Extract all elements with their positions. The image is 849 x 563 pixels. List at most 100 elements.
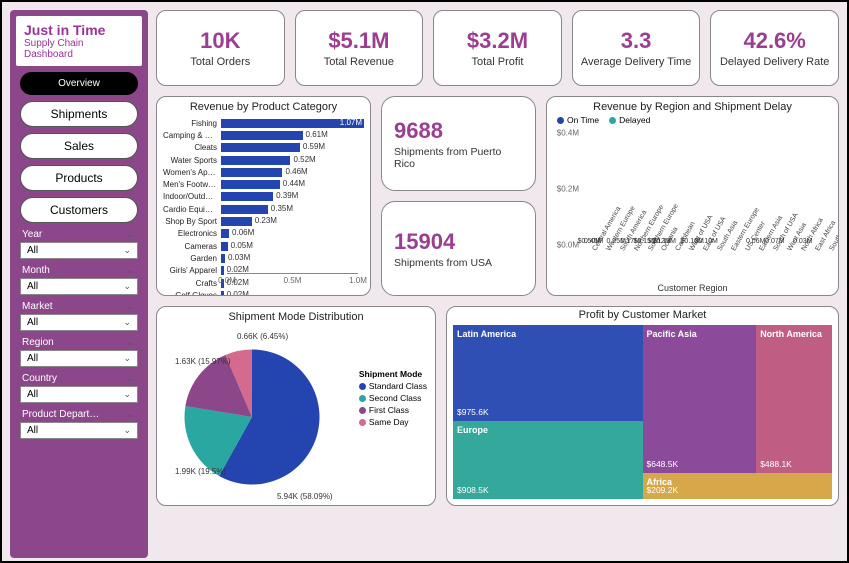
legend-swatch [359, 407, 366, 414]
bar-label: Shop By Sport [163, 217, 221, 226]
nav-overview[interactable]: Overview [20, 72, 138, 95]
bar-value-label: 0.35M [271, 204, 293, 213]
treemap-cell: Africa$209.2K [643, 473, 833, 499]
filter-month: Month⌄All⌄ [20, 265, 138, 295]
bar-value-label: 1.07M [340, 118, 362, 127]
kpi-value: $3.2M [467, 28, 528, 54]
kpi-card: 3.3Average Delivery Time [572, 10, 701, 86]
pie-slice-label: 5.94K (58.09%) [277, 492, 333, 501]
chevron-down-icon: ⌄ [126, 337, 134, 348]
bar-fill [221, 205, 268, 214]
shipment-mode-pie-card: Shipment Mode Distribution Shipment Mode… [156, 306, 436, 506]
chevron-down-icon: ⌄ [126, 373, 134, 384]
filter-label: Year⌄ [20, 229, 138, 242]
filter-dropdown[interactable]: All⌄ [20, 350, 138, 367]
pie-slice-label: 1.99K (19.5%) [175, 467, 226, 476]
kpi-label: Total Profit [472, 56, 524, 68]
bar-label: Indoor/Outdo… [163, 192, 221, 201]
filter-country: Country⌄All⌄ [20, 373, 138, 403]
treemap-value: $648.5K [647, 459, 679, 469]
legend-item: Second Class [359, 393, 427, 403]
x-axis: 0.0M0.5M1.0M [227, 273, 358, 289]
chevron-down-icon: ⌄ [126, 409, 134, 420]
treemap-value: $488.1K [760, 459, 792, 469]
revenue-by-region-card: Revenue by Region and Shipment Delay On … [546, 96, 839, 296]
bar-value-label: 0.23M [255, 216, 277, 225]
filter-dropdown[interactable]: All⌄ [20, 314, 138, 331]
bar-label: Cleats [163, 143, 221, 152]
kpi-value: 42.6% [743, 28, 805, 54]
legend-item: Delayed [609, 115, 650, 125]
legend-swatch [359, 395, 366, 402]
treemap-cell: North America$488.1K [756, 325, 832, 473]
filter-market: Market⌄All⌄ [20, 301, 138, 331]
axis-label: Customer Region [547, 283, 838, 293]
bar-label: Camping & H… [163, 131, 221, 140]
legend-swatch [359, 383, 366, 390]
bar-value-label: 0.52M [293, 155, 315, 164]
nav-sales[interactable]: Sales [20, 133, 138, 159]
bar-row: Water Sports 0.52M [163, 154, 364, 166]
bar-label: Water Sports [163, 156, 221, 165]
bar-value-label: 0.02M [227, 290, 249, 296]
filter-dropdown[interactable]: All⌄ [20, 242, 138, 259]
nav-customers[interactable]: Customers [20, 197, 138, 223]
legend-title: Shipment Mode [359, 369, 427, 379]
nav-shipments[interactable]: Shipments [20, 101, 138, 127]
kpi-card: $5.1M Total Revenue [295, 10, 424, 86]
bar-fill [221, 291, 224, 296]
bar-value-label: 0.44M [283, 179, 305, 188]
bar-label: Electronics [163, 229, 221, 238]
chevron-down-icon: ⌄ [123, 389, 131, 400]
chevron-down-icon: ⌄ [126, 301, 134, 312]
legend-item: Standard Class [359, 381, 427, 391]
chevron-down-icon: ⌄ [123, 425, 131, 436]
bar-row: Camping & H…0.61M [163, 129, 364, 141]
bar-row: Cardio Equip…0.35M [163, 203, 364, 215]
brand-card: Just in Time Supply Chain Dashboard [16, 16, 142, 66]
nav-products[interactable]: Products [20, 165, 138, 191]
filter-dropdown[interactable]: All⌄ [20, 278, 138, 295]
bar-fill [221, 180, 280, 189]
legend-swatch [557, 117, 564, 124]
bar-row: Women's App…0.46M [163, 166, 364, 178]
filter-label: Region⌄ [20, 337, 138, 350]
bar-row: Golf Gloves0.02M [163, 289, 364, 296]
filter-dropdown[interactable]: All⌄ [20, 386, 138, 403]
bar-fill [221, 266, 224, 275]
kpi-card: $3.2M Total Profit [433, 10, 562, 86]
treemap-value: $908.5K [457, 485, 489, 495]
kpi-label: Shipments from USA [394, 257, 523, 269]
chevron-down-icon: ⌄ [123, 317, 131, 328]
kpi-label: Shipments from Puerto Rico [394, 146, 523, 170]
legend-swatch [359, 419, 366, 426]
kpi-card: 10KTotal Orders [156, 10, 285, 86]
kpi-value: $5.1M [328, 28, 389, 54]
legend-swatch [609, 117, 616, 124]
bar-fill [221, 168, 282, 177]
bar-label: Cameras [163, 242, 221, 251]
chevron-down-icon: ⌄ [126, 265, 134, 276]
bar-label: Crafts [163, 279, 221, 288]
legend-item: On Time [557, 115, 599, 125]
chevron-down-icon: ⌄ [123, 281, 131, 292]
legend-item: First Class [359, 405, 427, 415]
filter-label: Product Depart…⌄ [20, 409, 138, 422]
bar-label: Garden [163, 254, 221, 263]
treemap-value: $209.2K [647, 485, 679, 495]
filter-region: Region⌄All⌄ [20, 337, 138, 367]
chart-title: Revenue by Product Category [157, 97, 370, 115]
bar-row: Cleats0.59M [163, 142, 364, 154]
kpi-label: Total Revenue [324, 56, 394, 68]
chevron-down-icon: ⌄ [123, 353, 131, 364]
profit-treemap-card: Profit by Customer Market Latin America$… [446, 306, 839, 506]
shipments-pr-card: 9688 Shipments from Puerto Rico [381, 96, 536, 191]
chart-legend: Shipment Mode Standard Class Second Class F… [359, 367, 427, 429]
chart-title: Profit by Customer Market [447, 309, 838, 321]
filter-label: Month⌄ [20, 265, 138, 278]
filter-dropdown[interactable]: All⌄ [20, 422, 138, 439]
bar-row: Cameras0.05M [163, 240, 364, 252]
kpi-label: Total Orders [190, 56, 250, 68]
bar-value-label: 0.03M [228, 253, 250, 262]
brand-subtitle: Supply Chain Dashboard [24, 38, 134, 60]
